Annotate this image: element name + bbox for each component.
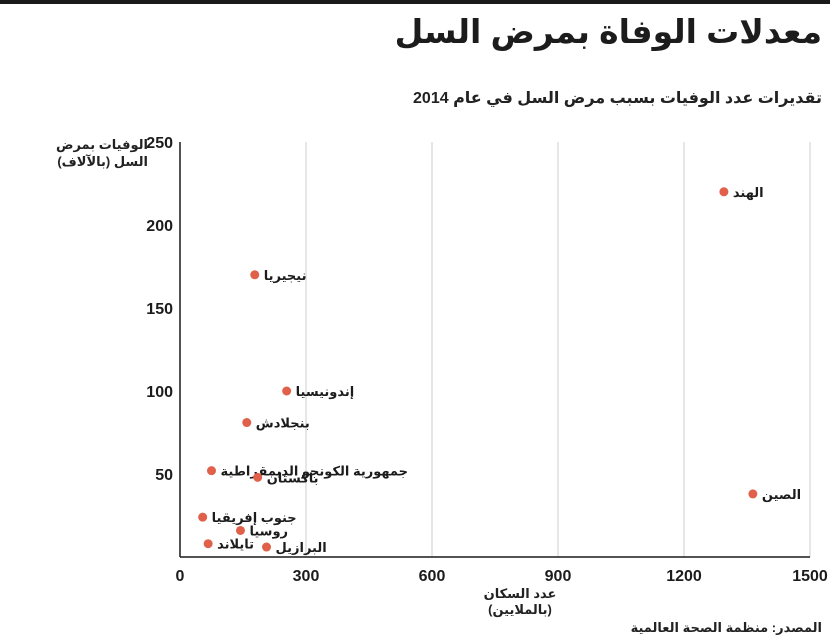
x-tick-label: 900 (545, 568, 572, 585)
point-label: بنجلادش (256, 416, 310, 431)
point-label: جمهورية الكونجو الديمقراطية (221, 464, 409, 479)
x-tick-label: 1200 (666, 568, 702, 585)
x-tick-label: 1500 (792, 568, 828, 585)
point-label: الصين (762, 487, 801, 502)
point-label: باكستان (267, 470, 319, 485)
data-points: الهند نيجيريا إندونيسيا بنجلادش جمهورية الكو… (198, 185, 801, 555)
point-label: نيجيريا (264, 268, 307, 283)
x-tick-label: 300 (293, 568, 320, 585)
data-point (198, 512, 208, 522)
point-label: إندونيسيا (296, 384, 355, 399)
data-point (719, 187, 729, 197)
y-tick-label: 50 (155, 467, 173, 484)
chart-subtitle: تقديرات عدد الوفيات بسبب مرض السل في عام… (413, 90, 822, 107)
x-tick-label: 600 (419, 568, 446, 585)
x-tick-label: 0 (176, 568, 185, 585)
grid-lines (305, 142, 811, 557)
axes (179, 142, 810, 558)
y-tick-label: 100 (146, 384, 173, 401)
point-label: البرازيل (276, 540, 327, 555)
point-label: روسيا (249, 523, 288, 538)
y-tick-label: 250 (146, 135, 173, 152)
y-tick-label: 200 (146, 218, 173, 235)
data-point (207, 466, 216, 476)
data-point (748, 489, 758, 499)
y-tick-label: 150 (146, 301, 173, 318)
tick-labels: 0 300 600 900 1200 1500 50 100 150 200 250 (146, 135, 828, 585)
data-point (235, 525, 245, 535)
data-point (262, 542, 272, 552)
data-point (282, 386, 292, 396)
source-note: المصدر: منظمة الصحة العالمية (630, 620, 822, 635)
data-point (250, 270, 260, 280)
top-rule (0, 0, 830, 4)
x-axis-label: عدد السكان (بالملايين) (483, 586, 557, 617)
point-label: تايلاند (217, 537, 254, 552)
point-label: جنوب إفريقيا (212, 510, 297, 525)
point-label: الهند (733, 185, 764, 200)
data-point (203, 539, 213, 549)
data-point (242, 418, 252, 428)
chart-title: معدلات الوفاة بمرض السل (394, 13, 822, 50)
y-axis-label: الوفيات بمرض السل (بالآلاف) (55, 137, 148, 169)
data-point (253, 472, 263, 482)
